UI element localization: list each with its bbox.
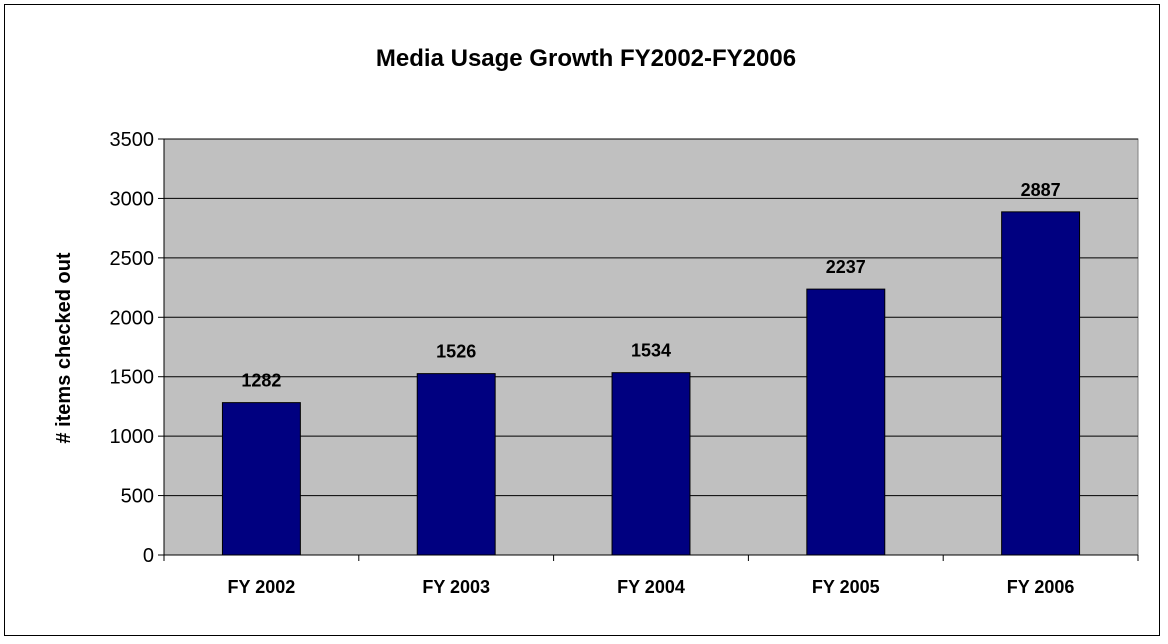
data-label: 2887 — [1021, 180, 1061, 200]
x-tick-label: FY 2002 — [228, 577, 296, 597]
data-label: 1282 — [241, 371, 281, 391]
x-tick-label: FY 2005 — [812, 577, 880, 597]
y-axis-label: # items checked out — [53, 252, 75, 444]
bars — [221, 211, 1081, 556]
bar — [416, 373, 496, 556]
data-label: 1526 — [436, 342, 476, 362]
y-tick-labels: 0 500 1000 1500 2000 2500 3000 3500 — [110, 129, 155, 567]
x-tick-label: FY 2004 — [617, 577, 685, 597]
x-tick-label: FY 2003 — [422, 577, 490, 597]
bar — [221, 402, 301, 556]
bar — [611, 372, 691, 556]
chart-title: Media Usage Growth FY2002-FY2006 — [376, 45, 796, 72]
y-tick-label: 1000 — [110, 426, 155, 448]
y-tick-label: 2000 — [110, 307, 155, 329]
data-labels: 1282 1526 1534 2237 2887 — [241, 180, 1060, 391]
y-tick-label: 0 — [143, 545, 154, 567]
y-tick-label: 500 — [121, 486, 154, 508]
y-tick-label: 3000 — [110, 188, 155, 210]
y-tick-label: 3500 — [110, 129, 155, 151]
y-tick-label: 1500 — [110, 367, 155, 389]
axes — [158, 138, 1139, 561]
y-tick-label: 2500 — [110, 248, 155, 270]
x-tick-labels: FY 2002 FY 2003 FY 2004 FY 2005 FY 2006 — [228, 577, 1075, 597]
data-label: 2237 — [826, 257, 866, 277]
bar — [806, 288, 886, 556]
bar — [1001, 211, 1081, 556]
data-label: 1534 — [631, 341, 671, 361]
x-tick-label: FY 2006 — [1007, 577, 1075, 597]
